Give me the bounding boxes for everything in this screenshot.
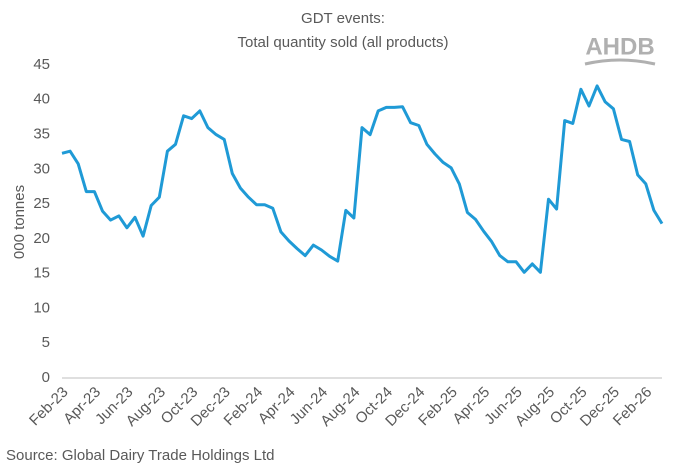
brand-logo: AHDB xyxy=(585,33,654,60)
source-note: Source: Global Dairy Trade Holdings Ltd xyxy=(6,447,274,464)
y-tick-label: 35 xyxy=(33,126,50,143)
y-tick-label: 0 xyxy=(42,369,50,386)
logo-swoosh xyxy=(584,58,656,66)
y-tick-label: 15 xyxy=(33,265,50,282)
x-tick-label: Feb-23 xyxy=(26,384,72,430)
y-tick-label: 25 xyxy=(33,195,50,212)
y-axis-label: 000 tonnes xyxy=(11,185,28,259)
chart-subtitle: Total quantity sold (all products) xyxy=(238,34,449,51)
y-tick-label: 10 xyxy=(33,299,50,316)
chart-title: GDT events: xyxy=(301,10,385,27)
y-tick-label: 40 xyxy=(33,91,50,108)
data-line xyxy=(61,84,664,274)
y-tick-label: 20 xyxy=(33,230,50,247)
y-tick-label: 30 xyxy=(33,160,50,177)
y-tick-label: 5 xyxy=(42,334,50,351)
y-tick-label: 45 xyxy=(33,56,50,73)
